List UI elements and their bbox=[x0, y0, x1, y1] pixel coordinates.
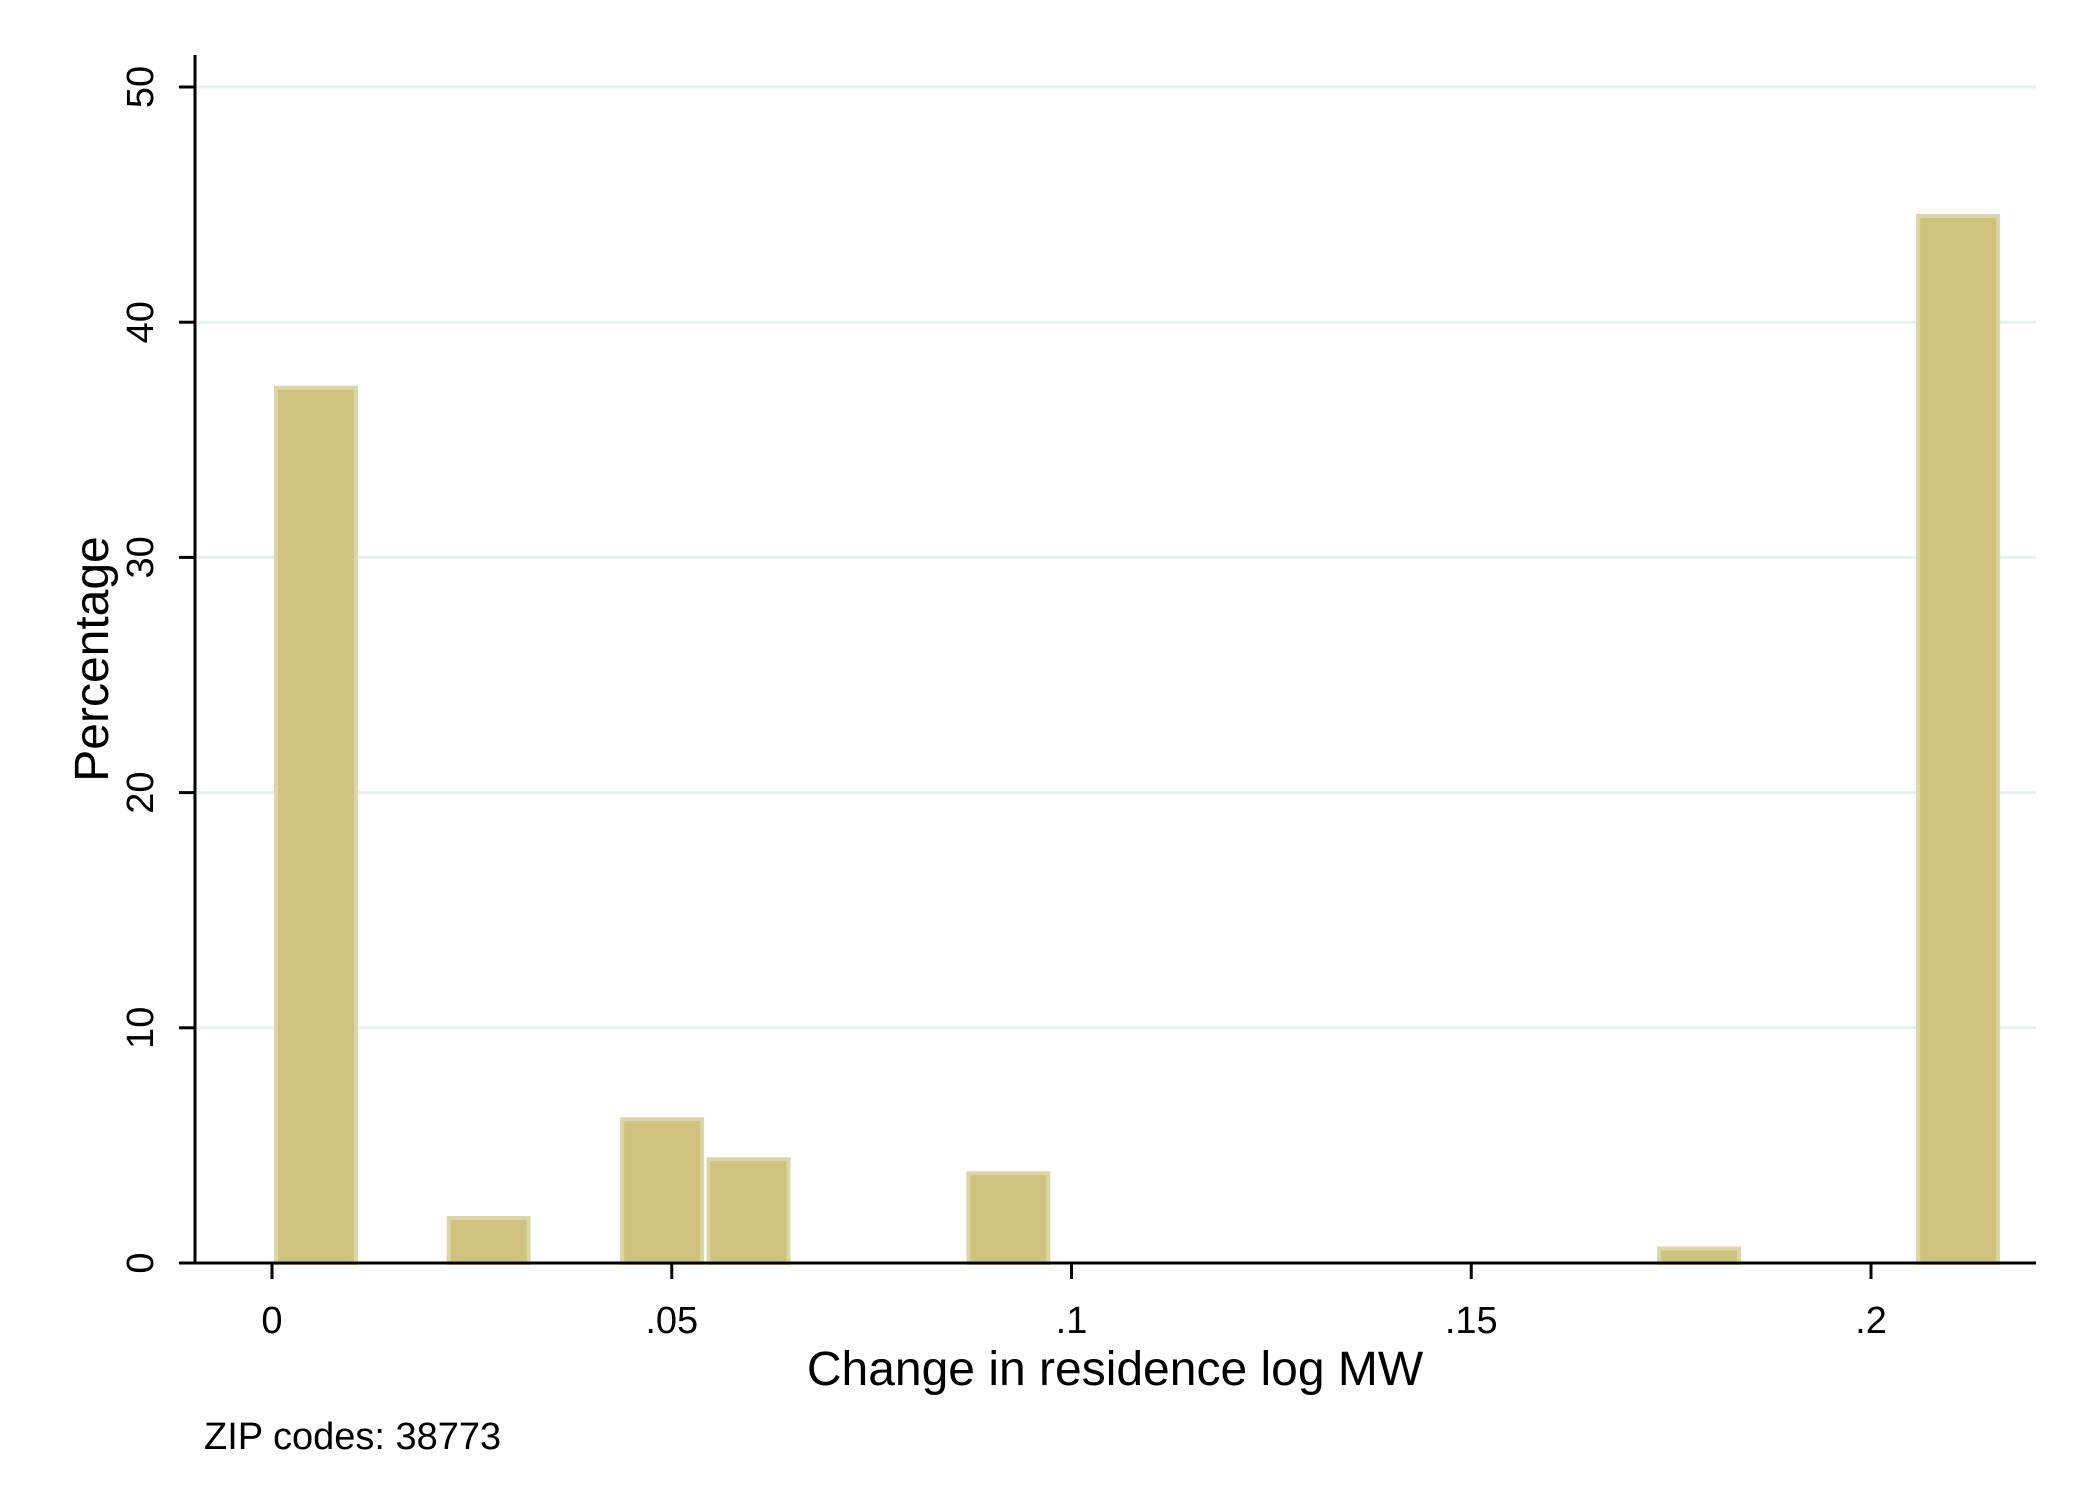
histogram-bar-2 bbox=[620, 1117, 705, 1266]
y-tick-label-3: 30 bbox=[120, 536, 162, 578]
x-tick-label-4: .2 bbox=[1855, 1300, 1887, 1342]
histogram-bar-5 bbox=[1657, 1246, 1742, 1266]
x-tick-label-2: .1 bbox=[1056, 1300, 1088, 1342]
x-axis-label: Change in residence log MW bbox=[807, 1343, 1424, 1396]
y-tick-label-0: 0 bbox=[120, 1252, 162, 1273]
y-tick-label-5: 50 bbox=[120, 66, 162, 108]
x-tick-label-1: .05 bbox=[645, 1300, 698, 1342]
gridlines bbox=[197, 85, 2036, 1030]
histogram-bar-6 bbox=[1916, 214, 2001, 1265]
x-axis-ticks: 0 .05 .1 .15 .2 bbox=[261, 1263, 1887, 1342]
histogram-bar-4 bbox=[966, 1171, 1051, 1265]
histogram-bar-1 bbox=[446, 1215, 531, 1265]
histogram-bar-3 bbox=[706, 1157, 791, 1266]
x-tick-label-3: .15 bbox=[1445, 1300, 1498, 1342]
y-axis-ticks: 0 10 20 30 40 50 bbox=[120, 66, 195, 1274]
x-tick-label-0: 0 bbox=[261, 1300, 282, 1342]
zip-codes-note: ZIP codes: 38773 bbox=[204, 1416, 501, 1458]
y-tick-label-4: 40 bbox=[120, 301, 162, 343]
y-tick-label-1: 10 bbox=[120, 1007, 162, 1049]
y-tick-label-2: 20 bbox=[120, 771, 162, 813]
bars bbox=[273, 214, 2001, 1266]
histogram-bar-0 bbox=[273, 385, 358, 1266]
y-axis-label: Percentage bbox=[66, 536, 119, 782]
